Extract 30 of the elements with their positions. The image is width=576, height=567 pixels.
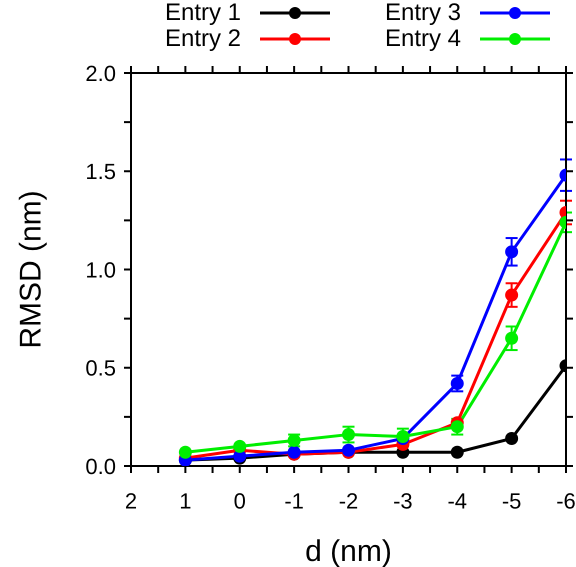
legend-label: Entry 2: [165, 25, 242, 53]
point: [450, 420, 464, 434]
point: [505, 332, 518, 345]
x-tick-label: 1: [179, 488, 192, 514]
x-tick-label: -3: [393, 488, 413, 514]
point: [178, 446, 192, 459]
point: [450, 446, 464, 459]
y-tick-label: 2.0: [85, 60, 116, 86]
y-tick-label: 0.0: [85, 454, 116, 479]
x-tick-label: -4: [447, 488, 468, 514]
point: [505, 245, 518, 258]
x-tick-label: -1: [284, 488, 304, 514]
x-tick-label: 0: [234, 488, 246, 514]
x-axis-title: d (nm): [305, 535, 392, 567]
y-axis-title: RMSD (nm): [14, 190, 48, 349]
legend-label: Entry 4: [385, 25, 462, 53]
x-tick-label: -6: [556, 488, 576, 514]
legend-label: Entry 3: [385, 0, 462, 27]
x-tick-label: 2: [124, 488, 138, 514]
y-tick-label: 0.5: [85, 356, 116, 381]
point: [342, 428, 355, 442]
point: [505, 432, 518, 445]
point: [450, 376, 464, 390]
x-tick-label: -2: [338, 488, 358, 514]
x-tick-label: -5: [502, 488, 522, 514]
point: [505, 288, 518, 302]
point: [233, 440, 246, 453]
y-tick-label: 1.5: [85, 159, 116, 184]
legend-label: Entry 1: [165, 0, 242, 27]
y-tick-label: 1.0: [85, 257, 116, 282]
